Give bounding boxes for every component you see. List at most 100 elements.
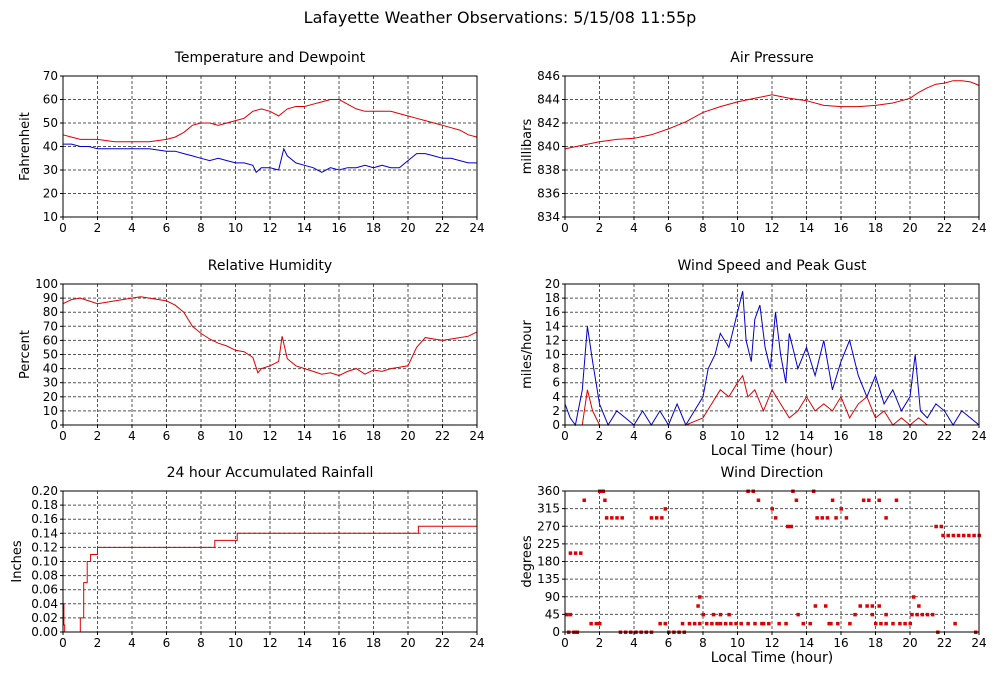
- data-point: [794, 498, 799, 503]
- series-line: [62, 99, 478, 143]
- y-tick-label: 840: [537, 140, 560, 154]
- x-tick-label: 24: [971, 221, 986, 235]
- x-tick-label: 20: [902, 429, 917, 443]
- y-tick-label: 10: [43, 210, 58, 224]
- x-tick-label: 24: [971, 429, 986, 443]
- data-point: [953, 621, 957, 626]
- data-point: [739, 621, 743, 626]
- y-tick-label: 60: [43, 93, 58, 107]
- x-tick-label: 18: [868, 221, 883, 235]
- x-tick-label: 20: [902, 636, 917, 650]
- data-point: [786, 524, 790, 529]
- x-tick-label: 20: [400, 429, 415, 443]
- data-point: [834, 516, 838, 520]
- chart-title: Wind Speed and Peak Gust: [678, 258, 867, 274]
- data-point: [579, 551, 583, 555]
- y-tick-label: 60: [43, 333, 58, 347]
- x-axis-label: Local Time (hour): [711, 443, 833, 459]
- x-tick-label: 4: [630, 221, 638, 235]
- x-tick-label: 10: [730, 429, 745, 443]
- data-point: [941, 533, 945, 538]
- data-point: [696, 604, 700, 608]
- data-point: [877, 604, 881, 608]
- data-point: [718, 612, 723, 617]
- data-point: [711, 612, 716, 617]
- x-tick-label: 16: [331, 429, 346, 443]
- data-point: [767, 621, 771, 626]
- data-point: [756, 498, 761, 503]
- data-point: [820, 516, 825, 520]
- x-tick-label: 10: [730, 636, 745, 650]
- y-tick-label: 0: [552, 418, 560, 432]
- data-point: [615, 516, 619, 520]
- x-tick-label: 20: [400, 221, 415, 235]
- x-tick-label: 12: [262, 221, 277, 235]
- x-tick-label: 6: [163, 429, 171, 443]
- series-line: [564, 80, 980, 150]
- x-tick-label: 12: [262, 429, 277, 443]
- y-tick-label: 80: [43, 305, 58, 319]
- data-point: [884, 516, 888, 520]
- y-tick-label: 0.04: [31, 597, 58, 611]
- data-point: [894, 498, 899, 503]
- y-tick-label: 270: [537, 519, 560, 533]
- x-tick-label: 24: [971, 636, 986, 650]
- y-tick-label: 20: [43, 187, 58, 201]
- page-title: Lafayette Weather Observations: 5/15/08 …: [303, 8, 697, 27]
- y-tick-label: 834: [537, 210, 560, 224]
- data-point: [573, 551, 578, 555]
- y-axis-label: millibars: [520, 119, 535, 175]
- data-point: [870, 604, 875, 608]
- data-point: [884, 621, 888, 626]
- x-tick-label: 12: [764, 429, 779, 443]
- data-point: [972, 533, 976, 538]
- y-tick-label: 40: [43, 140, 58, 154]
- x-tick-label: 22: [435, 636, 450, 650]
- data-point: [867, 498, 871, 503]
- y-tick-label: 2: [552, 404, 560, 418]
- data-point: [911, 595, 916, 599]
- x-tick-label: 6: [665, 221, 673, 235]
- x-tick-label: 8: [197, 221, 205, 235]
- x-tick-label: 12: [764, 221, 779, 235]
- x-tick-label: 20: [902, 221, 917, 235]
- y-tick-label: 6: [552, 376, 560, 390]
- y-tick-label: 12: [545, 333, 560, 347]
- data-point: [925, 612, 930, 617]
- y-tick-label: 14: [545, 319, 560, 333]
- x-tick-label: 18: [366, 636, 381, 650]
- data-point: [692, 621, 697, 626]
- y-tick-label: 135: [537, 572, 560, 586]
- x-tick-label: 22: [937, 429, 952, 443]
- x-tick-label: 6: [665, 636, 673, 650]
- y-tick-label: 0: [50, 418, 58, 432]
- x-tick-label: 4: [630, 636, 638, 650]
- y-tick-label: 45: [545, 607, 560, 621]
- data-point: [718, 621, 723, 626]
- data-point: [808, 621, 812, 626]
- x-tick-label: 8: [197, 636, 205, 650]
- series-line: [63, 143, 477, 174]
- x-axis-label: Local Time (hour): [711, 650, 833, 666]
- x-tick-label: 2: [596, 221, 604, 235]
- x-tick-label: 22: [937, 221, 952, 235]
- data-point: [658, 621, 662, 626]
- x-tick-label: 14: [799, 429, 814, 443]
- data-point: [594, 621, 599, 626]
- data-point: [870, 612, 875, 617]
- data-point: [915, 612, 919, 617]
- y-tick-label: 0.02: [31, 611, 58, 625]
- data-point: [777, 621, 781, 626]
- x-tick-label: 8: [699, 636, 707, 650]
- data-point: [813, 604, 818, 608]
- chart-title: Temperature and Dewpoint: [174, 50, 366, 66]
- data-point: [946, 533, 950, 538]
- y-tick-label: 50: [43, 348, 58, 362]
- data-point: [715, 621, 719, 626]
- data-point: [565, 612, 569, 617]
- data-point: [603, 498, 607, 503]
- y-tick-label: 30: [43, 376, 58, 390]
